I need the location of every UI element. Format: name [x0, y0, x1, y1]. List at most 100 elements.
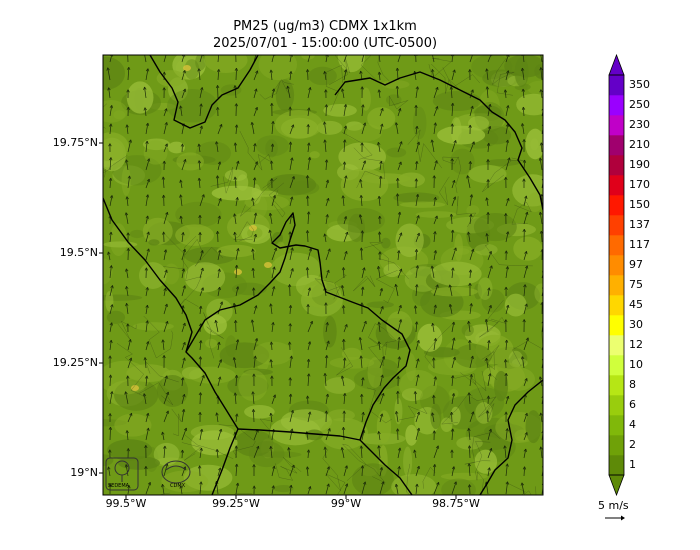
wind-vector-head: [522, 319, 526, 323]
terrain-patch: [430, 286, 478, 297]
wind-vector-head: [164, 269, 168, 273]
wind-vector-head: [199, 428, 204, 433]
terrain-patch: [512, 174, 543, 207]
wind-vector-head: [179, 194, 183, 198]
wind-vector: [469, 89, 474, 99]
wind-vector-head: [143, 357, 147, 361]
wind-vector-head: [448, 284, 452, 288]
wind-vector: [468, 392, 471, 405]
wind-vector-head: [234, 124, 239, 128]
colorbar-segment: [609, 135, 624, 156]
wind-vector: [271, 465, 275, 477]
terrain-shading: [103, 55, 543, 495]
wind-vector-head: [199, 481, 203, 485]
wind-vector-head: [522, 229, 526, 233]
wind-vector: [360, 445, 363, 459]
wind-vector: [433, 464, 436, 477]
wind-vector-head: [395, 428, 400, 432]
wind-vector-head: [291, 124, 295, 128]
municipal-boundary-line: [138, 382, 174, 406]
terrain-patch: [346, 123, 383, 142]
wind-vector-head: [377, 89, 381, 93]
municipal-boundary-line: [180, 257, 202, 307]
terrain-patch: [175, 201, 222, 228]
wind-vector-head: [251, 267, 255, 272]
wind-vector-head: [505, 266, 510, 270]
wind-vector: [181, 268, 185, 279]
wind-vector: [235, 463, 238, 477]
wind-vector: [109, 340, 112, 351]
wind-vector: [397, 319, 402, 333]
wind-vector-head: [218, 359, 222, 363]
wind-vector: [521, 482, 525, 495]
wind-vector: [397, 232, 402, 243]
municipal-boundary-line: [464, 431, 501, 465]
wind-vector: [307, 211, 310, 225]
wind-vector-head: [470, 89, 474, 93]
wind-vector: [163, 375, 168, 387]
logo-cdmx-icon: [161, 460, 191, 484]
wind-vector: [397, 356, 400, 369]
wind-vector: [378, 89, 381, 99]
wind-vector: [235, 197, 238, 207]
wind-vector: [540, 89, 543, 99]
wind-vector-head: [377, 341, 381, 345]
wind-vector: [415, 86, 419, 99]
wind-vector-head: [432, 430, 436, 434]
wind-vector: [523, 284, 526, 297]
wind-vector: [109, 55, 113, 63]
wind-vector-head: [253, 355, 257, 359]
wind-vector-head: [359, 70, 363, 75]
wind-vector-head: [430, 139, 434, 143]
colorbar-segment: [609, 335, 624, 356]
wind-vector-head: [271, 88, 276, 92]
wind-vector-head: [218, 428, 223, 433]
municipal-boundary-line: [442, 156, 462, 194]
wind-vector: [521, 123, 525, 135]
colorbar-level-label: 4: [629, 418, 636, 431]
wind-vector: [451, 357, 456, 369]
wind-vector-head: [397, 356, 401, 360]
wind-vector: [523, 466, 525, 477]
wind-vector-head: [145, 140, 149, 145]
wind-vector-head: [343, 393, 347, 397]
wind-vector-head: [432, 175, 436, 179]
wind-vector: [415, 340, 420, 351]
wind-vector: [145, 427, 149, 441]
wind-vector: [235, 248, 239, 261]
wind-vector-head: [288, 106, 292, 110]
wind-vector-head: [306, 304, 310, 308]
wind-vector-head: [164, 108, 168, 112]
wind-vector-head: [272, 195, 276, 199]
wind-vector-head: [505, 139, 510, 143]
wind-vector-head: [219, 301, 224, 305]
wind-vector: [145, 248, 150, 261]
wind-vector-head: [179, 215, 183, 220]
axis-ticks: [99, 142, 457, 499]
wind-vector-head: [161, 176, 166, 180]
wind-vector: [361, 320, 367, 333]
wind-vector-head: [359, 355, 363, 359]
wind-vector: [325, 269, 330, 279]
terrain-patch: [323, 315, 337, 348]
wind-vector: [415, 465, 420, 477]
wind-vector-head: [487, 467, 491, 471]
wind-vector: [379, 161, 382, 171]
wind-vector-head: [486, 179, 490, 183]
wind-vector: [181, 159, 186, 171]
wind-vector: [469, 248, 474, 261]
y-tick-label: 19.25°N: [52, 356, 98, 369]
wind-vector-head: [359, 179, 363, 183]
wind-vector-head: [108, 374, 113, 378]
wind-vector-head: [521, 88, 525, 92]
wind-vector-head: [466, 175, 470, 179]
wind-vector-head: [395, 67, 400, 71]
wind-vector-head: [359, 195, 363, 199]
colorbar-level-label: 97: [629, 258, 643, 271]
terrain-patch: [227, 375, 269, 397]
colorbar-segment: [609, 215, 624, 236]
wind-vector-head: [108, 483, 112, 487]
wind-vector: [271, 247, 277, 261]
wind-vector-head: [323, 446, 327, 450]
wind-vector: [252, 391, 255, 405]
